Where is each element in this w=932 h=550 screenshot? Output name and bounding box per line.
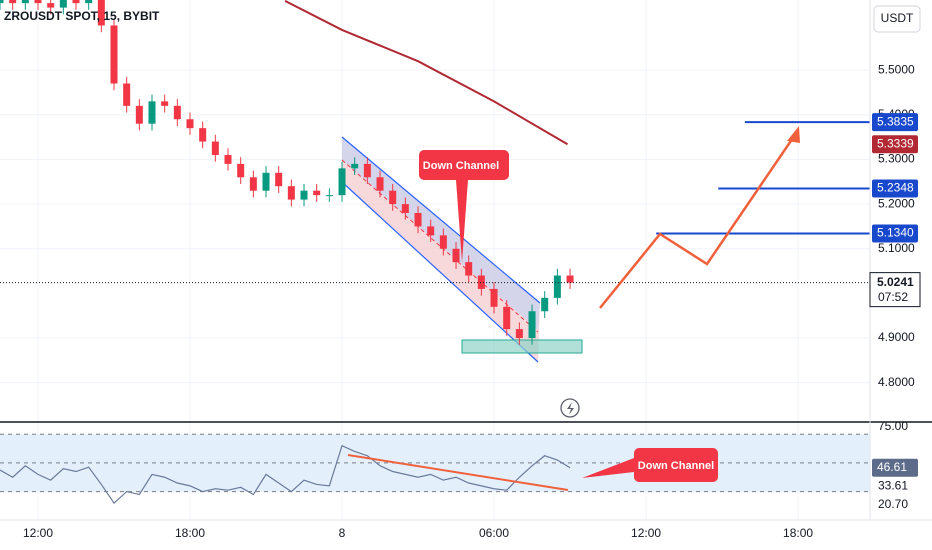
marks (0, 0, 870, 345)
rsi-tag-text: 46.61 (877, 460, 907, 474)
candle-body (161, 101, 169, 106)
ma-price-tag-text: 5.3339 (877, 136, 914, 150)
arrow-head (787, 126, 800, 143)
candle-body (351, 163, 359, 169)
rsi-line (0, 444, 571, 504)
candle-body (249, 177, 257, 191)
candle-body (553, 275, 561, 298)
countdown: 07:52 (878, 290, 908, 304)
candle-body (490, 288, 498, 307)
candle-body (85, 0, 93, 4)
candle-body (59, 0, 67, 8)
callout (419, 150, 509, 262)
last-price-tag (869, 272, 921, 308)
candle-body (72, 0, 80, 4)
y-tick-label: 4.9000 (878, 330, 915, 344)
support-zone (461, 339, 583, 354)
candle-body (21, 0, 29, 4)
candle-body (414, 213, 422, 227)
y-tick-label: 5.5000 (878, 62, 915, 76)
candle-body (439, 235, 447, 249)
x-tick-label: 06:00 (479, 526, 509, 540)
candle-body (503, 306, 511, 330)
level-tag-text: 5.3835 (877, 114, 914, 128)
channel-lower (341, 181, 539, 363)
candle-body (566, 275, 574, 283)
y-tick-label: 5.2000 (878, 196, 915, 210)
callout-rsi-text: Down Channel (638, 460, 714, 472)
axis-layer: 12:0018:00806:0012:0018:005.50005.40005.… (23, 62, 921, 540)
candle-body (313, 190, 321, 196)
x-tick-label: 12:00 (631, 526, 661, 540)
candle-body (300, 190, 308, 200)
currency: USDT (881, 11, 914, 25)
y-tick-label: 5.1000 (878, 241, 915, 255)
candle-body (325, 195, 333, 197)
symbol-title: ZROUSDT SPOT, 15, BYBIT (4, 9, 160, 23)
candle-body (0, 0, 4, 4)
candle-body (135, 105, 143, 124)
x-tick-label: 12:00 (23, 526, 53, 540)
x-tick-label: 18:00 (175, 526, 205, 540)
candle-body (199, 128, 207, 142)
level-tag (872, 224, 918, 243)
candle-body (47, 3, 55, 8)
currency-button[interactable] (873, 5, 921, 33)
candle-body (148, 101, 156, 124)
candle-body (528, 311, 536, 339)
candle-body (275, 172, 283, 187)
candle-body (389, 190, 397, 205)
callout-rsi (582, 448, 718, 482)
callout-text: Down Channel (423, 160, 499, 172)
last-price-text: 5.0241 (877, 275, 914, 289)
candle-body (465, 262, 473, 276)
candle-body (97, 0, 105, 26)
rsi-layer (0, 433, 870, 504)
candle-body (110, 25, 118, 84)
event-icon-bolt (567, 402, 574, 415)
x-tick-label: 18:00 (783, 526, 813, 540)
candle-body (363, 163, 371, 178)
x-tick-label: 8 (339, 526, 346, 540)
level-tag (872, 179, 918, 198)
candle-body (186, 119, 194, 129)
channel-mid (341, 159, 539, 333)
candle-body (34, 0, 42, 4)
ma-price-tag (872, 135, 918, 154)
candle-body (452, 248, 460, 263)
rsi-tick-label: 20.70 (878, 497, 908, 511)
candle-body (262, 172, 270, 191)
rsi-tick-label: 75.00 (878, 419, 908, 433)
candle-body (376, 177, 384, 191)
projection-arrow (599, 131, 799, 309)
candle-body (477, 275, 485, 289)
candle-body (237, 163, 245, 178)
channel-upper (341, 136, 541, 304)
candle-body (338, 168, 346, 196)
candle-body (173, 105, 181, 120)
rsi-ma-label: 33.61 (878, 479, 908, 493)
candle-body (287, 186, 295, 200)
candle-body (224, 154, 232, 164)
candle-body (123, 83, 131, 106)
candle-body (541, 297, 549, 312)
divergence-line (347, 454, 569, 491)
level-tag-text: 5.1340 (877, 226, 914, 240)
y-tick-label: 5.3000 (878, 152, 915, 166)
candle-body (211, 141, 219, 155)
candle-body (401, 204, 409, 214)
level-tag (872, 113, 918, 132)
candle-body (427, 226, 435, 236)
candle-body (515, 329, 523, 339)
y-tick-label: 4.8000 (878, 375, 915, 389)
moving-average (284, 0, 569, 146)
candle-body (9, 0, 17, 4)
level-tag-text: 5.2348 (877, 181, 914, 195)
channel-upper-fill (342, 137, 540, 330)
rsi-tag (872, 458, 918, 477)
